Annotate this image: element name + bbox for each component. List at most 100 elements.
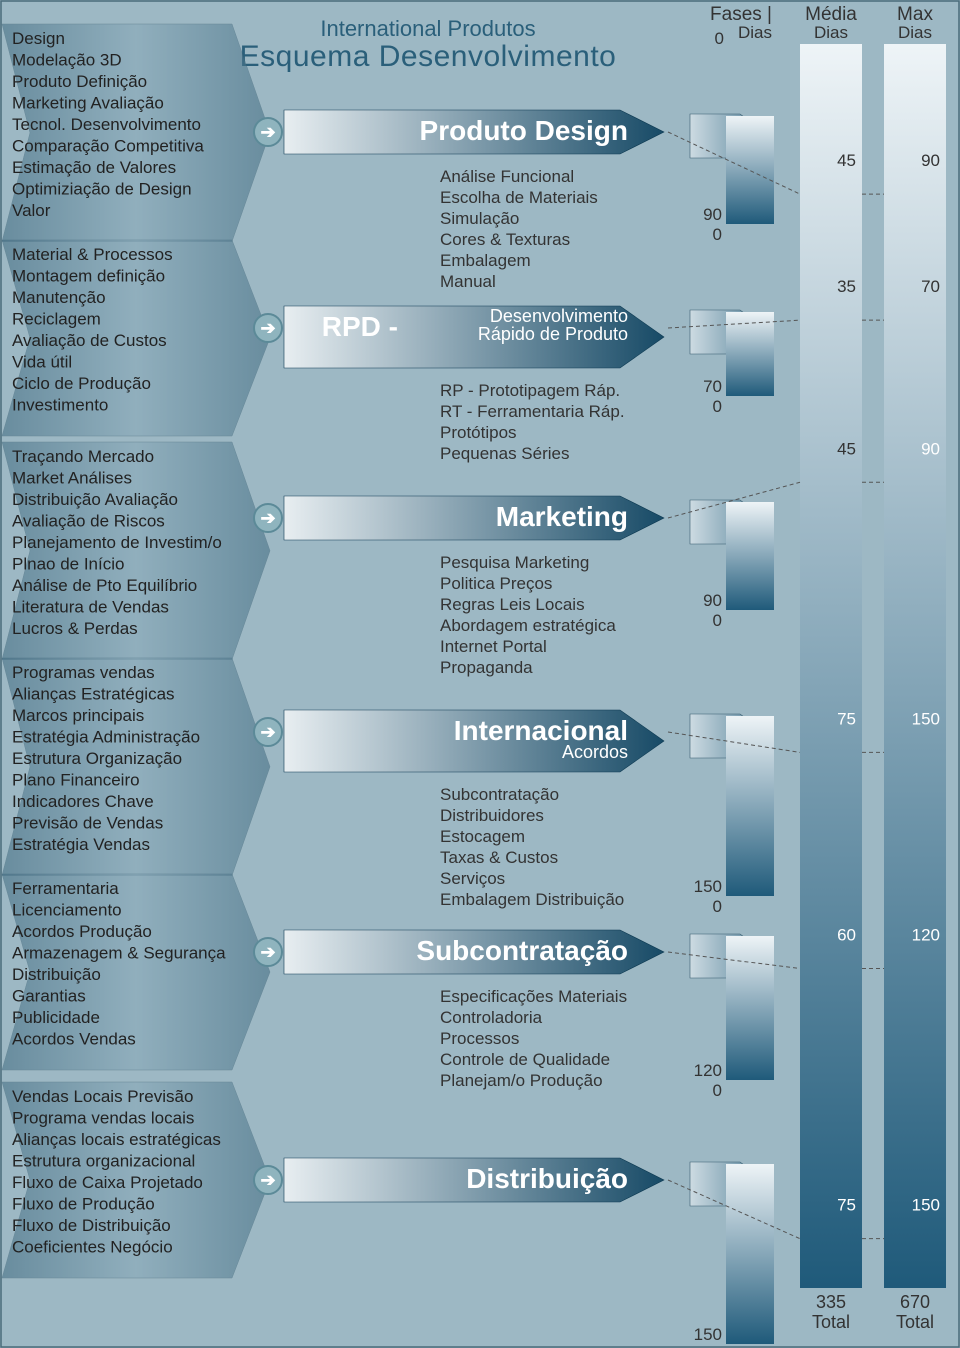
phase-detail: Taxas & Custos [440,848,558,867]
left-item: Manutenção [12,288,106,307]
left-item: Comparação Competitiva [12,137,204,156]
fases-bar [726,936,774,1080]
max-value: 70 [921,277,940,296]
left-item: Armazenagem & Segurança [12,944,226,963]
phase-detail: Subcontratação [440,785,559,804]
left-item: Reciclagem [12,310,101,329]
left-item: Garantias [12,987,86,1006]
left-item: Licenciamento [12,901,122,920]
arrow-right-icon: ➔ [260,942,275,962]
left-item: Market Análises [12,469,132,488]
phase-detail: Internet Portal [440,637,547,656]
left-item: Distribuição [12,965,101,984]
title-line2: Esquema Desenvolvimento [240,40,617,73]
max-value: 90 [921,151,940,170]
left-item: Indicadores Chave [12,792,154,811]
phase-detail: Controle de Qualidade [440,1050,610,1069]
phase-detail: Simulação [440,209,519,228]
left-item: Vida útil [12,353,72,372]
phase-detail: Pesquisa Marketing [440,553,589,572]
arrow-right-icon: ➔ [260,722,275,742]
fases-value: 90 [703,591,722,610]
fases-bar [726,1164,774,1344]
phase-detail: Embalagem [440,251,531,270]
left-item: Modelação 3D [12,51,122,70]
arrow-right-icon: ➔ [260,122,275,142]
left-item: Avaliação de Custos [12,331,167,350]
phase-title: Distribuição [466,1163,628,1194]
left-item: Plano Financeiro [12,771,140,790]
left-item: Literatura de Vendas [12,598,169,617]
left-item: Plnao de Início [12,555,124,574]
max-bar [884,44,946,1288]
media-value: 75 [837,709,856,728]
col-fases-sub: Dias [738,23,772,42]
fases-value: 150 [694,1325,722,1344]
left-item: Publicidade [12,1008,100,1027]
fases-zero: 0 [713,897,722,916]
fases-value: 90 [703,205,722,224]
phase-title: Produto Design [420,115,628,146]
phase-detail: Serviços [440,869,505,888]
phase-detail: Estocagem [440,827,525,846]
left-item: Programas vendas [12,663,155,682]
left-item: Produto Definição [12,72,147,91]
left-item: Material & Processos [12,245,173,264]
fases-value: 150 [694,877,722,896]
left-item: Ferramentaria [12,879,119,898]
media-value: 35 [837,277,856,296]
left-item: Investimento [12,396,108,415]
left-item: Acordos Produção [12,922,152,941]
left-item: Traçando Mercado [12,447,154,466]
left-item: Estrutura Organização [12,749,182,768]
left-item: Vendas Locais Previsão [12,1087,193,1106]
left-item: Marketing Avaliação [12,94,164,113]
phase-title: Subcontratação [416,935,628,966]
left-item: Valor [12,201,51,220]
phase-detail: Regras Leis Locais [440,595,585,614]
media-value: 45 [837,151,856,170]
left-item: Fluxo de Distribuição [12,1216,171,1235]
max-value: 120 [912,926,940,945]
left-item: Lucros & Perdas [12,619,138,638]
left-item: Tecnol. Desenvolvimento [12,115,201,134]
phase-detail: Politica Preços [440,574,552,593]
phase-subtitle: Rápido de Produto [478,324,628,344]
fases-value: 120 [694,1061,722,1080]
phase-subtitle: Desenvolvimento [490,306,628,326]
phase-detail: RP - Prototipagem Ráp. [440,381,620,400]
arrow-right-icon: ➔ [260,508,275,528]
col-media-sub: Dias [814,23,848,42]
media-value: 60 [837,926,856,945]
left-item: Design [12,29,65,48]
fases-zero: 0 [713,397,722,416]
phase-subtitle: Acordos [562,742,628,762]
left-item: Coeficientes Negócio [12,1238,173,1257]
fases-zero: 0 [713,1081,722,1100]
left-item: Distribuição Avaliação [12,490,178,509]
phase-detail: Especificações Materiais [440,987,627,1006]
left-item: Ciclo de Produção [12,374,151,393]
title-line1: International Produtos [320,16,535,41]
phase-detail: Pequenas Séries [440,444,569,463]
col-fases-label: Fases | [710,4,772,25]
left-item: Montagem definição [12,267,165,286]
left-item: Estratégia Vendas [12,835,150,854]
left-item: Marcos principais [12,706,144,725]
left-item: Estimação de Valores [12,158,176,177]
fases-zero: 0 [713,225,722,244]
fases-bar [726,502,774,610]
phase-detail: Planejam/o Produção [440,1071,603,1090]
left-item: Alianças Estratégicas [12,685,175,704]
phase-title: Marketing [496,501,628,532]
col-max-sub: Dias [898,23,932,42]
left-item: Fluxo de Caixa Projetado [12,1173,203,1192]
phase-detail: RT - Ferramentaria Ráp. [440,402,625,421]
max-value: 150 [912,709,940,728]
left-item: Alianças locais estratégicas [12,1130,221,1149]
fases-bar [726,716,774,896]
phase-detail: Abordagem estratégica [440,616,616,635]
left-item: Estratégia Administração [12,728,200,747]
phase-detail: Manual [440,272,496,291]
phase-detail: Controladoria [440,1008,543,1027]
